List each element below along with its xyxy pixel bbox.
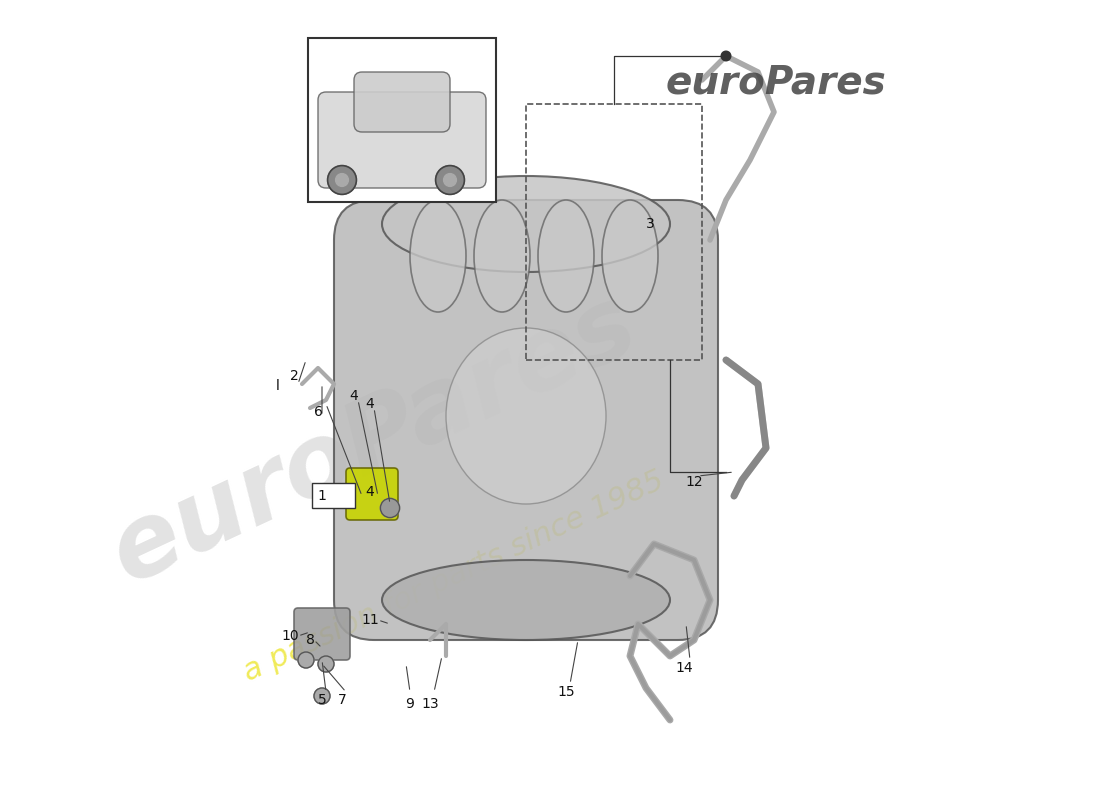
- Text: a passion for parts since 1985: a passion for parts since 1985: [239, 466, 669, 686]
- Circle shape: [436, 166, 464, 194]
- Text: 12: 12: [685, 474, 703, 489]
- Circle shape: [336, 174, 349, 186]
- Text: 3: 3: [646, 217, 654, 231]
- Text: euroPares: euroPares: [96, 276, 652, 604]
- Circle shape: [298, 652, 314, 668]
- Text: 9: 9: [406, 697, 415, 711]
- FancyBboxPatch shape: [354, 72, 450, 132]
- FancyBboxPatch shape: [334, 200, 718, 640]
- Ellipse shape: [410, 200, 466, 312]
- Text: 10: 10: [282, 629, 299, 643]
- Circle shape: [443, 174, 456, 186]
- Text: euroPares: euroPares: [666, 64, 886, 102]
- Circle shape: [314, 688, 330, 704]
- FancyBboxPatch shape: [346, 468, 398, 520]
- Ellipse shape: [382, 176, 670, 272]
- Text: 15: 15: [558, 685, 575, 699]
- Ellipse shape: [538, 200, 594, 312]
- Text: 4: 4: [365, 397, 374, 411]
- Ellipse shape: [446, 328, 606, 504]
- Text: 4: 4: [365, 485, 374, 499]
- Circle shape: [318, 656, 334, 672]
- Ellipse shape: [382, 560, 670, 640]
- Text: 6: 6: [314, 405, 322, 419]
- Text: l: l: [276, 378, 279, 393]
- Text: 8: 8: [306, 633, 315, 647]
- Text: 13: 13: [421, 697, 439, 711]
- Circle shape: [328, 166, 356, 194]
- Bar: [526, 104, 702, 360]
- Text: 14: 14: [675, 661, 693, 675]
- Text: 5: 5: [318, 693, 327, 707]
- Text: 7: 7: [338, 693, 346, 707]
- Circle shape: [381, 498, 399, 518]
- FancyBboxPatch shape: [294, 608, 350, 660]
- Text: 2: 2: [289, 369, 298, 383]
- Text: 11: 11: [361, 613, 378, 627]
- Ellipse shape: [474, 200, 530, 312]
- Text: 4: 4: [350, 389, 359, 403]
- FancyBboxPatch shape: [308, 38, 496, 202]
- Ellipse shape: [602, 200, 658, 312]
- FancyBboxPatch shape: [318, 92, 486, 188]
- Text: 1: 1: [318, 489, 327, 503]
- FancyBboxPatch shape: [311, 483, 355, 508]
- Circle shape: [722, 51, 730, 61]
